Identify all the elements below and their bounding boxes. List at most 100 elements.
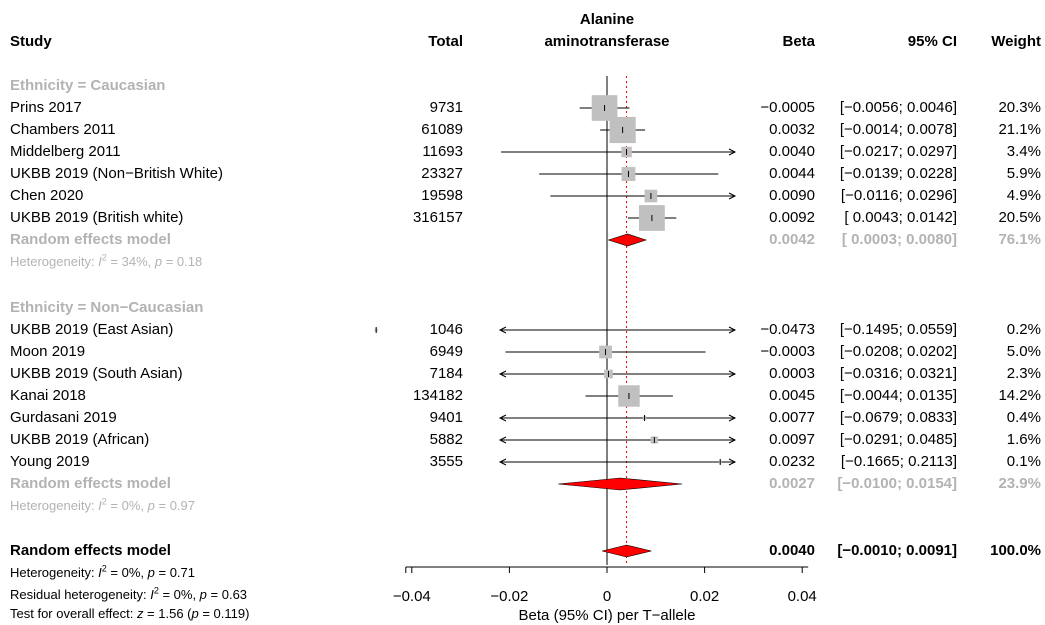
study-beta: 0.0232 [769,453,815,470]
header-study: Study [10,33,52,50]
stat-part-prefix: Heterogeneity: [10,565,99,580]
header-total: Total [428,33,463,50]
stat-part-end: = 0.63 [206,587,248,602]
stat-part-mid: = 1.56 ( [143,606,192,621]
study-ci: [ 0.0043; 0.0142] [844,209,957,226]
study-ci: [−0.0014; 0.0078] [839,121,957,138]
study-weight: 0.2% [1006,321,1041,338]
ci-arrow-left [498,436,507,444]
study-weight: 3.4% [1006,143,1041,160]
stat-part-p: p [147,498,155,513]
subgroup-summary-ci: [ 0.0003; 0.0080] [841,231,957,248]
stat-part-prefix: Test for overall effect: [10,606,137,621]
study-beta: 0.0077 [769,409,815,426]
study-weight: 14.2% [998,387,1041,404]
study-ci: [−0.1665; 0.2113] [840,453,957,470]
study-beta: −0.0473 [760,321,815,338]
stat-part-end: = 0.97 [154,498,195,513]
study-name: UKBB 2019 (British white) [10,209,184,226]
stat-part-sym: I [98,254,102,269]
stat-part-prefix: Heterogeneity: [10,254,99,269]
stat-part-end: = 0.18 [162,254,203,269]
ci-arrow-left [498,414,507,422]
study-weight: 4.9% [1006,187,1041,204]
study-name: Kanai 2018 [10,387,86,404]
study-beta: 0.0032 [769,121,815,138]
study-total: 5882 [429,431,463,448]
ci-arrow-right [728,414,737,422]
study-name: Young 2019 [10,453,90,470]
study-total: 134182 [412,387,463,404]
overall-summary-beta: 0.0040 [769,542,815,559]
study-weight: 2.3% [1006,365,1041,382]
study-ci: [−0.0139; 0.0228] [839,165,957,182]
stat-part-p: p [154,254,163,269]
ci-arrow-left [498,326,507,334]
study-weight: 21.1% [998,121,1041,138]
x-axis-label: Beta (95% CI) per T−allele [518,607,696,624]
stat-part-prefix: Residual heterogeneity: [10,587,151,602]
header-outcome-line2: aminotransferase [544,33,670,50]
study-ci: [−0.1495; 0.0559] [839,321,957,338]
residual-heterogeneity: Residual heterogeneity: I2 = 0%, p = 0.6… [10,586,247,604]
study-beta: 0.0040 [769,143,815,160]
stat-part-mid: = 0%, [106,565,148,580]
subgroup-heterogeneity: Heterogeneity: I2 = 34%, p = 0.18 [10,253,202,271]
ci-arrow-right [728,192,737,200]
study-total: 9401 [429,409,463,426]
ci-arrow-right [728,458,737,466]
study-ci: [−0.0044; 0.0135] [839,387,957,404]
study-weight: 0.4% [1006,409,1041,426]
x-axis-tick-label: −0.04 [392,588,431,605]
study-total: 1046 [429,321,463,338]
x-axis-tick-label: 0 [602,588,612,605]
study-weight: 5.9% [1006,165,1041,182]
stat-part-z: z [136,606,144,621]
stat-part-mid: = 34%, [106,254,155,269]
study-beta: 0.0097 [769,431,815,448]
study-beta: 0.0044 [769,165,815,182]
subgroup-summary-beta: 0.0042 [769,231,815,248]
study-name: Middelberg 2011 [10,143,121,160]
stat-part-p: p [147,565,155,580]
overall-summary-ci: [−0.0010; 0.0091] [837,542,957,559]
study-beta: −0.0003 [760,343,815,360]
study-name: Chambers 2011 [10,121,116,138]
stat-part-prefix: Heterogeneity: [10,498,99,513]
study-total: 316157 [412,209,463,226]
study-ci: [−0.0208; 0.0202] [839,343,957,360]
stat-part-mid: = 0%, [158,587,200,602]
x-axis-tick-label: 0.02 [689,588,720,605]
study-name: UKBB 2019 (East Asian) [10,321,174,338]
overall-effect-test: Test for overall effect: z = 1.56 (p = 0… [10,605,249,623]
subgroup-summary-weight: 76.1% [998,231,1041,248]
study-name: Chen 2020 [10,187,84,204]
header-outcome-line1: Alanine [579,11,635,28]
study-ci: [−0.0056; 0.0046] [839,99,957,116]
ci-arrow-right [728,436,737,444]
ci-arrow-right [728,326,737,334]
stat-part-end: = 0.71 [154,565,195,580]
stat-part-mid: = 0%, [106,498,148,513]
study-name: UKBB 2019 (Non−British White) [10,165,224,182]
study-weight: 20.3% [998,99,1041,116]
x-axis-tick-label: 0.04 [787,588,817,605]
stat-part-sup: 2 [101,252,107,263]
subgroup-label: Ethnicity = Non−Caucasian [10,299,204,316]
ci-arrow-right [728,148,737,156]
study-weight: 1.6% [1006,431,1041,448]
stat-part-sup: 2 [101,563,107,574]
ci-arrow-left [498,370,507,378]
study-total: 23327 [421,165,463,182]
study-ci: [−0.0316; 0.0321] [839,365,957,382]
stat-part-sup: 2 [101,496,107,507]
subgroup-summary-weight: 23.9% [998,475,1041,492]
study-weight: 5.0% [1006,343,1041,360]
subgroup-summary-diamond [607,233,648,247]
stat-part-end: = 0.119) [198,606,250,621]
study-total: 9731 [429,99,463,116]
subgroup-heterogeneity: Heterogeneity: I2 = 0%, p = 0.97 [10,497,195,515]
stat-part-sym: I [98,498,102,513]
